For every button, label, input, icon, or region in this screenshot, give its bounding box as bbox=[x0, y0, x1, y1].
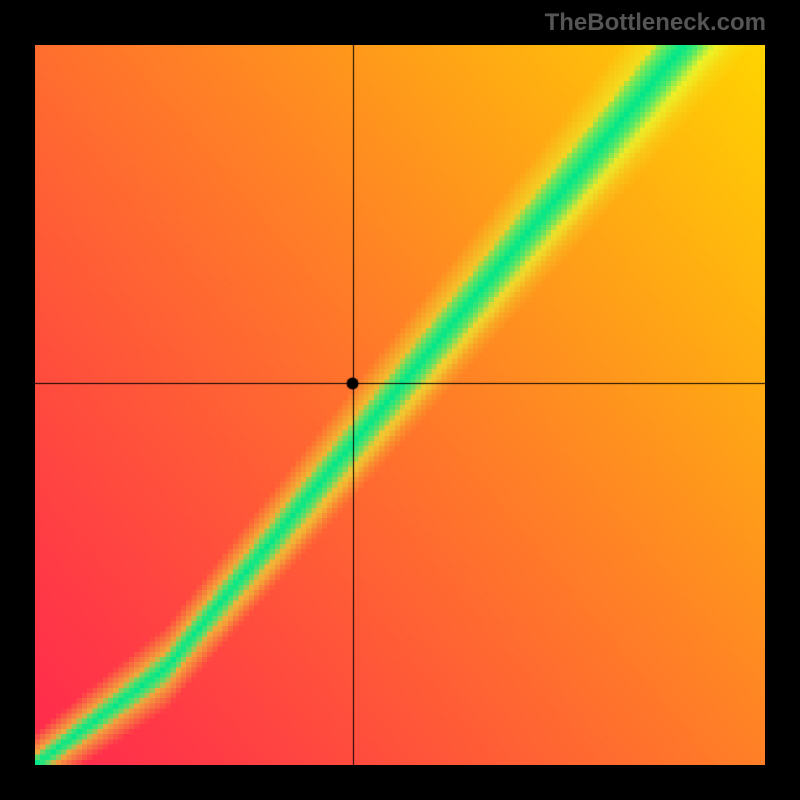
bottleneck-heatmap bbox=[35, 45, 765, 765]
watermark-text: TheBottleneck.com bbox=[545, 9, 766, 37]
